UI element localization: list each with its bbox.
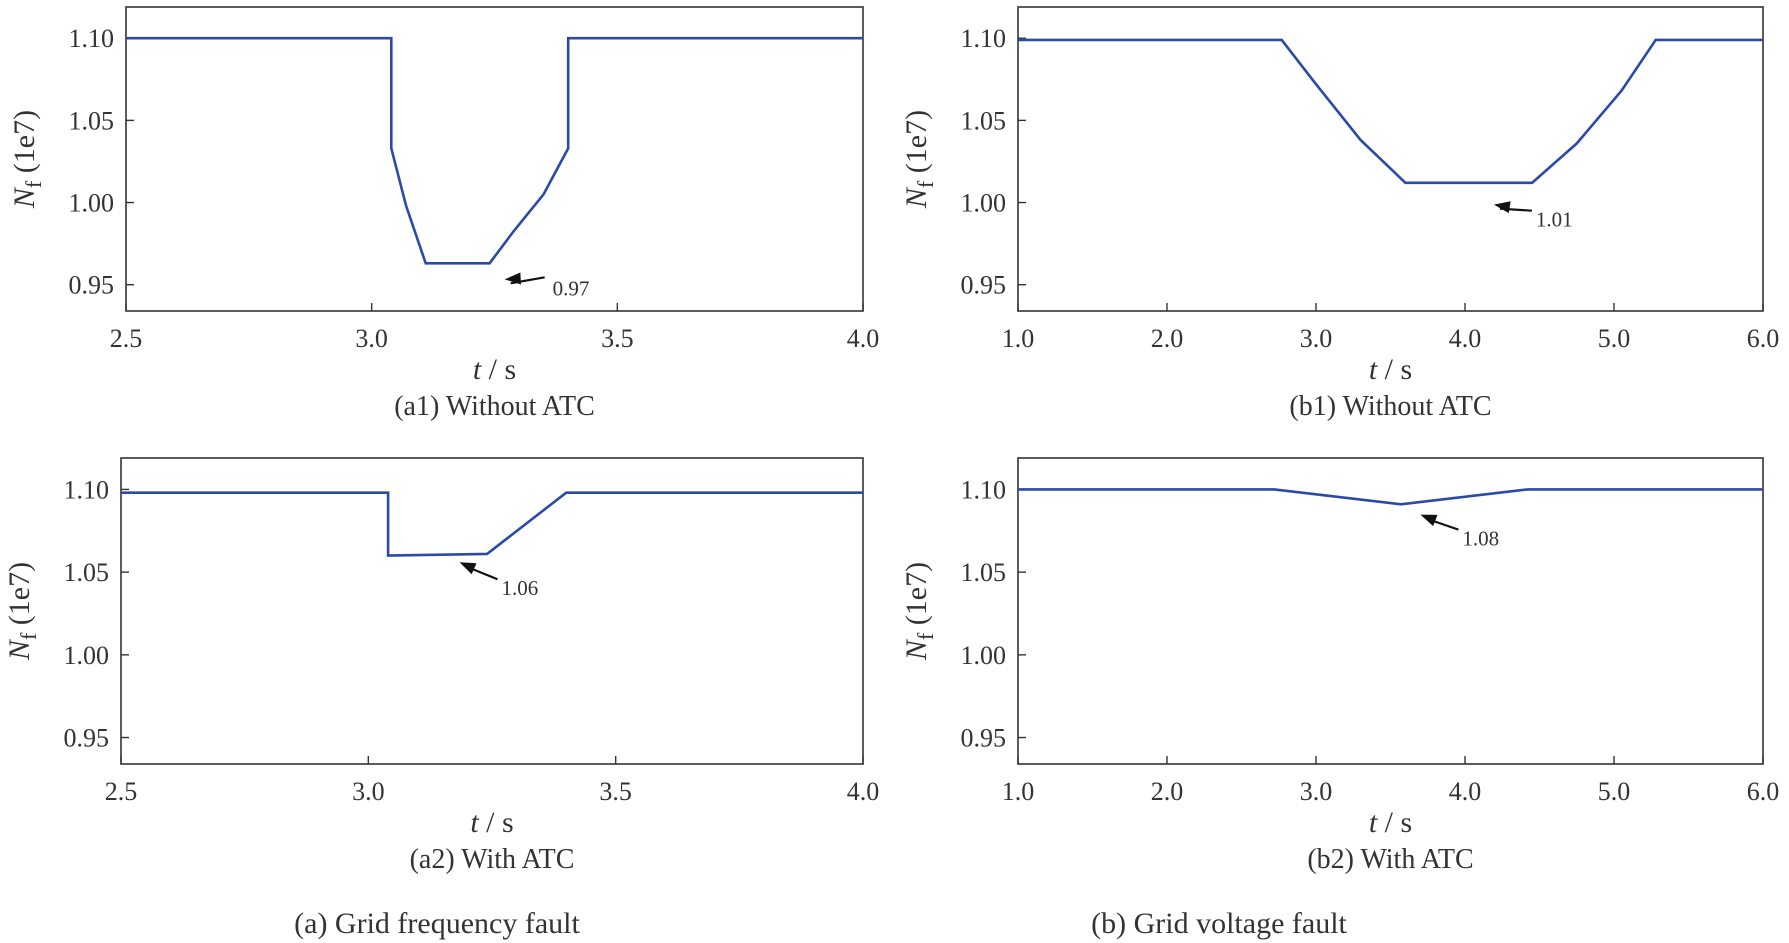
x-axis-title: t / s <box>470 806 513 839</box>
y-tick-label: 1.00 <box>69 189 115 218</box>
annotation-label: 1.06 <box>501 576 538 600</box>
y-tick-label: 1.10 <box>69 24 115 53</box>
series-line <box>1018 488 1763 506</box>
x-tick-label: 2.0 <box>1151 777 1184 806</box>
y-tick-label: 1.10 <box>961 24 1007 53</box>
plot-frame <box>125 6 864 312</box>
chart-a1: 2.5 3.0 3.5 4.0 0.95 1.00 1.05 1.10 Nf (1e7) t / … <box>8 6 880 422</box>
annotation-arrowhead <box>504 272 521 285</box>
series-line <box>126 36 863 265</box>
y-tick-label: 1.05 <box>961 558 1007 587</box>
x-tick-label: 4.0 <box>847 777 880 806</box>
x-tick-label: 2.5 <box>105 777 138 806</box>
subplot-caption: (a1) Without ATC <box>394 391 595 422</box>
annotation-arrowhead <box>1420 514 1438 527</box>
x-tick-label: 5.0 <box>1598 777 1631 806</box>
annotation-label: 1.08 <box>1462 527 1499 551</box>
plot-frame <box>1017 6 1764 312</box>
plot-frame <box>120 457 864 765</box>
x-tick-label: 3.0 <box>1300 777 1333 806</box>
chart-b1: 1.0 2.0 3.0 4.0 5.0 6.0 0.95 1.00 1.05 1.10 Nf (1e… <box>900 6 1780 422</box>
y-tick-label: 1.00 <box>961 189 1007 218</box>
y-tick-label: 1.05 <box>961 106 1007 135</box>
series-line <box>121 491 863 557</box>
x-tick-label: 6.0 <box>1747 324 1780 353</box>
y-axis-title: Nf (1e7) <box>3 562 41 661</box>
subplot-caption: (b1) Without ATC <box>1289 391 1491 422</box>
x-tick-label: 1.0 <box>1002 777 1035 806</box>
chart-a2: 2.5 3.0 3.5 4.0 0.95 1.00 1.05 1.10 Nf (1e7) t / … <box>3 457 880 875</box>
x-axis-title: t / s <box>1369 353 1412 386</box>
x-tick-label: 3.0 <box>352 777 385 806</box>
x-tick-label: 3.0 <box>355 324 388 353</box>
subplot-caption: (a2) With ATC <box>410 844 575 875</box>
x-tick-label: 3.5 <box>601 324 634 353</box>
x-tick-label: 6.0 <box>1747 777 1780 806</box>
y-tick-label: 0.95 <box>961 271 1007 300</box>
y-tick-label: 0.95 <box>69 271 115 300</box>
y-tick-label: 0.95 <box>961 724 1007 753</box>
group-caption-a: (a) Grid frequency fault <box>294 907 580 940</box>
x-tick-label: 3.5 <box>599 777 632 806</box>
chart-b2: 1.0 2.0 3.0 4.0 5.0 6.0 0.95 1.00 1.05 1.10 Nf (1e… <box>900 457 1780 875</box>
subplot-caption: (b2) With ATC <box>1307 844 1473 875</box>
x-tick-label: 2.0 <box>1151 324 1184 353</box>
x-tick-label: 3.0 <box>1300 324 1333 353</box>
y-tick-label: 1.10 <box>64 475 110 504</box>
annotation-arrowhead <box>1493 201 1511 214</box>
plot-frame <box>1017 457 1764 765</box>
x-tick-label: 4.0 <box>847 324 880 353</box>
y-tick-label: 1.00 <box>961 641 1007 670</box>
y-axis-title: Nf (1e7) <box>900 110 938 209</box>
annotation-label: 0.97 <box>553 276 590 300</box>
x-tick-label: 2.5 <box>110 324 143 353</box>
group-caption-b: (b) Grid voltage fault <box>1091 907 1347 940</box>
x-axis-title: t / s <box>1369 806 1412 839</box>
y-tick-label: 1.05 <box>69 106 115 135</box>
y-tick-label: 1.00 <box>64 641 110 670</box>
x-tick-label: 4.0 <box>1449 777 1482 806</box>
x-tick-label: 5.0 <box>1598 324 1631 353</box>
x-tick-label: 4.0 <box>1449 324 1482 353</box>
annotation-label: 1.01 <box>1536 208 1573 232</box>
y-tick-label: 1.05 <box>64 558 110 587</box>
y-axis-title: Nf (1e7) <box>900 562 938 661</box>
y-tick-label: 1.10 <box>961 475 1007 504</box>
x-tick-label: 1.0 <box>1002 324 1035 353</box>
y-axis-title: Nf (1e7) <box>8 110 46 209</box>
series-line <box>1018 38 1763 185</box>
y-tick-label: 0.95 <box>64 724 110 753</box>
x-axis-title: t / s <box>473 353 516 386</box>
annotation-arrowhead <box>459 562 477 575</box>
